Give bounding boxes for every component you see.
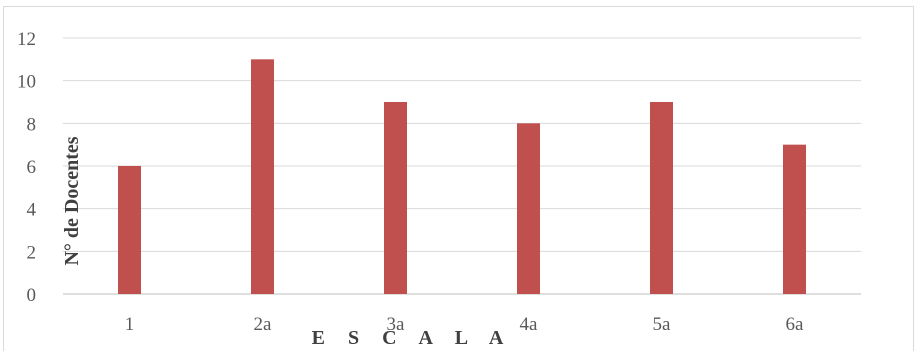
y-axis-title: N° de Docentes [61,136,83,265]
x-tick-label: 3a [387,314,406,335]
y-tick-labels: 0 2 4 6 8 10 12 [17,29,37,306]
bars [118,59,806,295]
bar-2a [251,59,274,295]
bar-5a [650,102,673,294]
gridlines [63,37,861,252]
y-tick-label: 6 [27,157,37,178]
bar-6a [783,144,806,294]
y-tick-label: 4 [27,200,37,221]
bar-1 [118,166,141,294]
y-tick-label: 0 [27,285,37,306]
y-tick-label: 10 [17,72,36,93]
x-tick-label: 5a [653,314,672,335]
x-tick-label: 1 [125,314,135,335]
y-tick-label: 12 [17,29,36,50]
x-tick-label: 4a [520,314,539,335]
bar-3a [384,102,407,294]
x-tick-label: 2a [254,314,273,335]
x-tick-labels: 1 2a 3a 4a 5a 6a [125,314,804,335]
x-tick-label: 6a [786,314,805,335]
y-tick-label: 2 [27,242,37,263]
bar-4a [517,123,540,294]
x-axis-title: E S C A L A [312,327,513,349]
y-tick-label: 8 [27,114,37,135]
